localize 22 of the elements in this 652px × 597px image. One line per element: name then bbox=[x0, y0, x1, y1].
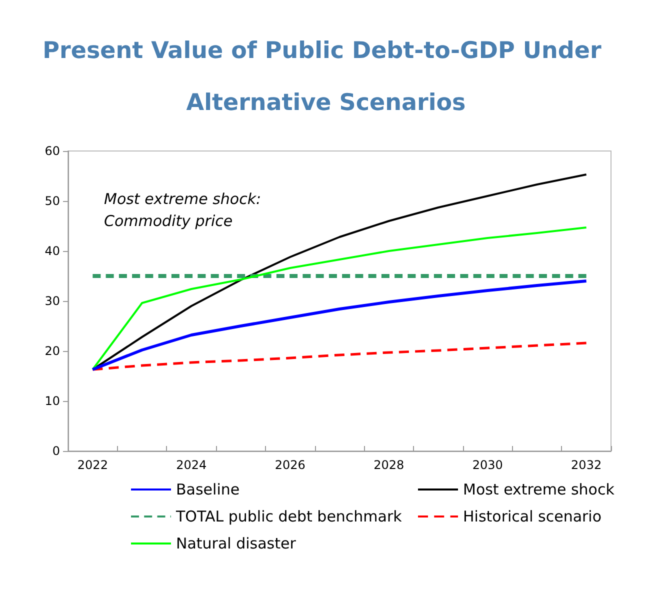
y-tick-label: 0 bbox=[52, 444, 60, 458]
x-tick-label: 2030 bbox=[472, 458, 503, 472]
legend-label: TOTAL public debt benchmark bbox=[175, 508, 402, 526]
legend-label: Natural disaster bbox=[176, 534, 297, 552]
legend-label: Most extreme shock bbox=[463, 480, 615, 498]
x-tick-label: 2028 bbox=[374, 458, 404, 472]
y-tick-label: 10 bbox=[44, 394, 60, 408]
x-tick-label: 2032 bbox=[571, 458, 602, 472]
y-tick-label: 50 bbox=[44, 194, 60, 208]
y-tick-label: 60 bbox=[44, 144, 60, 158]
x-tick-label: 2022 bbox=[77, 458, 108, 472]
y-tick-label: 40 bbox=[44, 244, 60, 258]
y-tick-label: 20 bbox=[44, 344, 60, 358]
legend-label: Historical scenario bbox=[463, 508, 602, 526]
x-tick-label: 2026 bbox=[274, 458, 306, 472]
line-series bbox=[91, 342, 588, 371]
legend-label: Baseline bbox=[176, 480, 240, 498]
y-tick-label: 30 bbox=[44, 294, 60, 308]
x-tick-label: 2024 bbox=[176, 458, 207, 472]
annotation: Most extreme shock: Commodity price bbox=[104, 190, 262, 230]
line-series bbox=[91, 280, 588, 371]
chart-title: Present Value of Public Debt-to-GDP Under Alternative Scenarios bbox=[42, 38, 610, 116]
